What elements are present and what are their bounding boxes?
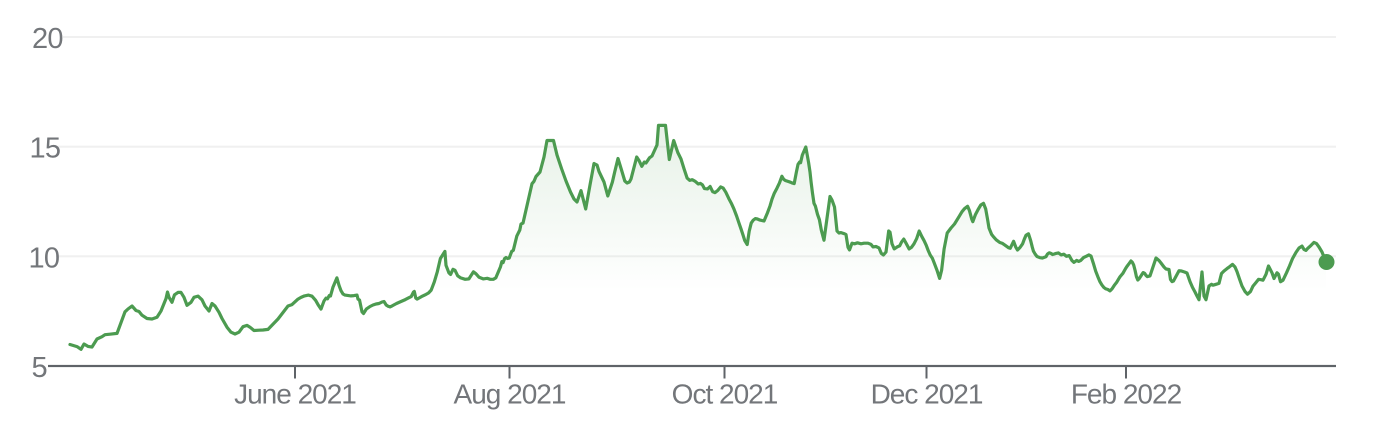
svg-text:Oct 2021: Oct 2021 [672,379,778,410]
svg-text:15: 15 [30,133,61,165]
svg-text:Dec 2021: Dec 2021 [871,379,983,410]
svg-text:10: 10 [29,242,60,274]
svg-text:Feb 2022: Feb 2022 [1071,379,1182,410]
svg-text:20: 20 [32,23,63,55]
svg-text:June 2021: June 2021 [234,379,356,410]
svg-text:Aug 2021: Aug 2021 [454,379,566,410]
svg-text:5: 5 [32,352,47,384]
